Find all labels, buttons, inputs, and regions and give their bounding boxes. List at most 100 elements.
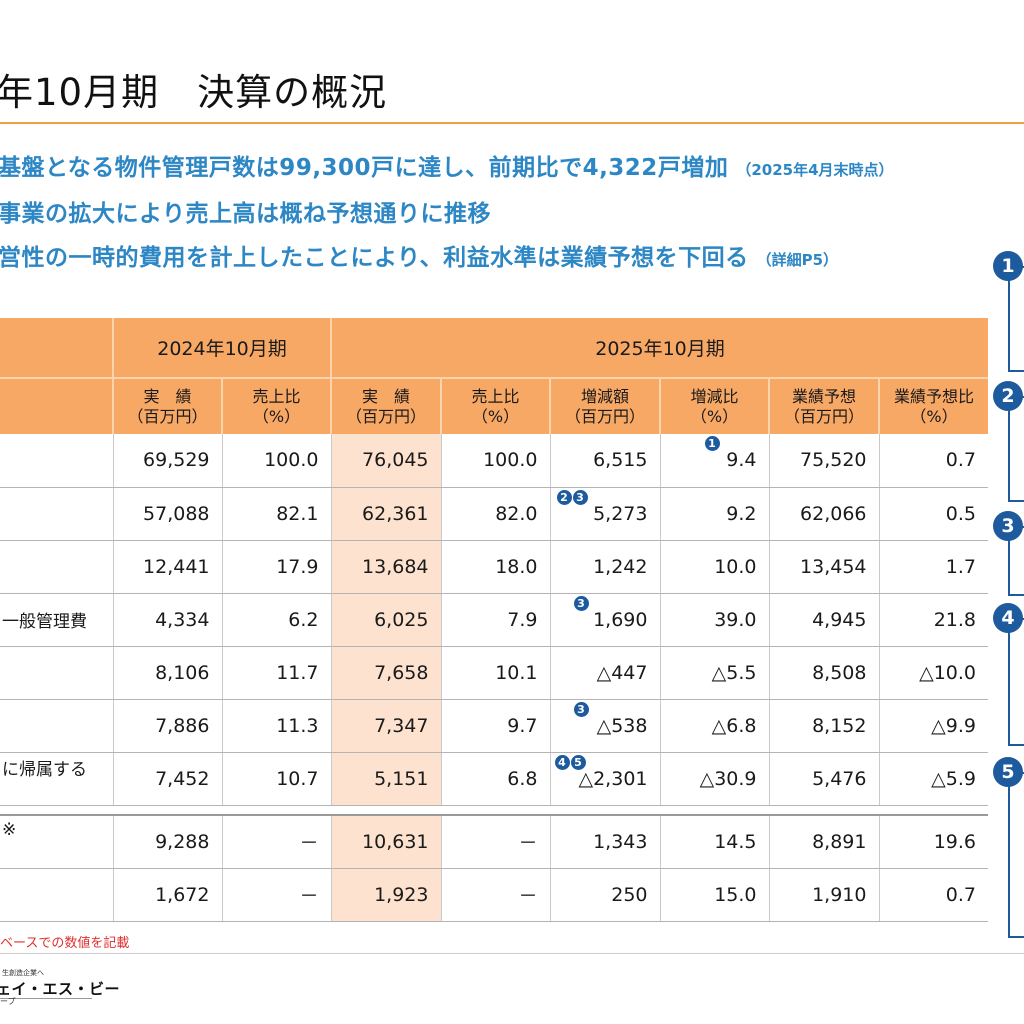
row-label [0, 646, 113, 700]
cell: 7.9 [440, 593, 550, 647]
col-header: 業績予想 （百万円） [768, 377, 879, 434]
cell: 6.2 [221, 593, 331, 647]
row-label [0, 699, 113, 753]
cell: 5,476 [768, 752, 879, 806]
cell-with-marker: 1 9.4 [659, 434, 769, 488]
row-label [0, 540, 113, 594]
table-row: 一般管理費 4,334 6.2 6,025 7.9 3 1,690 39.0 4,… [0, 593, 988, 647]
cell: 4,334 [112, 593, 222, 647]
cell: 57,088 [112, 487, 222, 541]
row-label: 一般管理費 [0, 593, 113, 647]
callout-5-icon: 5 [993, 757, 1023, 787]
bullet-1-text: 基盤となる物件管理戸数は99,300戸に達し、前期比で4,322戸増加 [0, 155, 729, 181]
cell: 10.0 [659, 540, 769, 594]
cell: 1,343 [549, 815, 660, 869]
cell: 14.5 [659, 815, 769, 869]
cell: 39.0 [659, 593, 769, 647]
page-title: 年10月期 決算の概況 [0, 71, 388, 114]
cell: 0.7 [878, 434, 988, 488]
cell: △5.9 [878, 752, 988, 806]
cell: 0.5 [878, 487, 988, 541]
cell: 7,886 [112, 699, 222, 753]
cell: 100.0 [440, 434, 550, 488]
callout-bracket-1 [1008, 266, 1024, 372]
logo-group-text: ープ [0, 997, 16, 1006]
cell: 17.9 [221, 540, 331, 594]
summary-bullet-1: 基盤となる物件管理戸数は99,300戸に達し、前期比で4,322戸増加 （2025… [0, 148, 894, 182]
cell: 6,025 [330, 593, 441, 647]
cell: △9.9 [878, 699, 988, 753]
cell: 1,923 [330, 868, 441, 922]
col-header: 売上比 （%） [440, 377, 550, 434]
marker-3-icon: 3 [573, 701, 589, 717]
cell: － [221, 868, 331, 922]
logo-tagline: 生創造企業へ [2, 969, 44, 977]
cell: 19.6 [878, 815, 988, 869]
cell: 6.8 [440, 752, 550, 806]
table-row: 1,672 － 1,923 － 250 15.0 1,910 0.7 [0, 868, 988, 922]
cell: 82.1 [221, 487, 331, 541]
row-label [0, 868, 113, 922]
callout-3-icon: 3 [993, 511, 1023, 541]
cell: 8,106 [112, 646, 222, 700]
cell: 250 [549, 868, 660, 922]
cell-with-marker: 3 1,690 [549, 593, 660, 647]
table-row: に帰属する 7,452 10.7 5,151 6.8 4 5 △2,301 △30.… [0, 752, 988, 806]
cell: 1,910 [768, 868, 879, 922]
table-spacer [0, 805, 988, 816]
cell: 7,658 [330, 646, 441, 700]
marker-2-icon: 2 [556, 489, 572, 505]
cell: 1.7 [878, 540, 988, 594]
cell: － [440, 868, 550, 922]
col-header: 増減比 （%） [659, 377, 769, 434]
row-label [0, 487, 113, 541]
footnote: ベースでの数値を記載 [0, 936, 130, 951]
bullet-1-note: （2025年4月末時点） [736, 161, 894, 179]
cell: △6.8 [659, 699, 769, 753]
cell-with-marker: 3 △538 [549, 699, 660, 753]
cell: 11.3 [221, 699, 331, 753]
cell: 1,672 [112, 868, 222, 922]
cell: 76,045 [330, 434, 441, 488]
table-row: ※ 9,288 － 10,631 － 1,343 14.5 8,891 19.6 [0, 815, 988, 869]
bullet-3-text: 営性の一時的費用を計上したことにより、利益水準は業績予想を下回る [0, 245, 749, 271]
col-header: 実 績（百万円） [330, 377, 441, 434]
cell: 82.0 [440, 487, 550, 541]
row-label: ※ [0, 815, 113, 869]
cell: 13,454 [768, 540, 879, 594]
cell: 1,242 [549, 540, 660, 594]
logo-underline [0, 998, 92, 999]
cell-with-marker: 4 5 △2,301 [549, 752, 660, 806]
cell: 10.7 [221, 752, 331, 806]
table-row: 12,441 17.9 13,684 18.0 1,242 10.0 13,45… [0, 540, 988, 594]
cell: 9.2 [659, 487, 769, 541]
summary-bullet-2: 事業の拡大により売上高は概ね予想通りに推移 [0, 194, 491, 228]
bullet-3-note: （詳細P5） [756, 251, 839, 269]
cell: △30.9 [659, 752, 769, 806]
header-blank-sub [0, 377, 113, 434]
financial-summary-table: 2024年10月期 2025年10月期 実 績（百万円） 売上比 （%） 実 績（… [0, 318, 988, 922]
marker-1-icon: 1 [704, 436, 720, 451]
cell: 6,515 [549, 434, 660, 488]
row-label: に帰属する [0, 752, 113, 806]
callout-bracket-5 [1008, 772, 1024, 938]
table-row: 8,106 11.7 7,658 10.1 △447 △5.5 8,508 △1… [0, 646, 988, 700]
cell-with-marker: 2 3 5,273 [549, 487, 660, 541]
cell: 69,529 [112, 434, 222, 488]
marker-4-icon: 4 [554, 754, 570, 770]
cell: △10.0 [878, 646, 988, 700]
col-header: 実 績（百万円） [112, 377, 222, 434]
cell: － [221, 815, 331, 869]
col-header: 売上比 （%） [221, 377, 331, 434]
cell: 9,288 [112, 815, 222, 869]
bullet-2-text: 事業の拡大により売上高は概ね予想通りに推移 [0, 201, 492, 227]
callout-1-icon: 1 [993, 251, 1023, 281]
cell: 9.7 [440, 699, 550, 753]
footer-divider [0, 953, 1024, 954]
cell: － [440, 815, 550, 869]
title-divider [0, 122, 1024, 124]
cell: 8,508 [768, 646, 879, 700]
cell: 13,684 [330, 540, 441, 594]
cell: 10.1 [440, 646, 550, 700]
period-2024-header: 2024年10月期 [112, 318, 331, 378]
